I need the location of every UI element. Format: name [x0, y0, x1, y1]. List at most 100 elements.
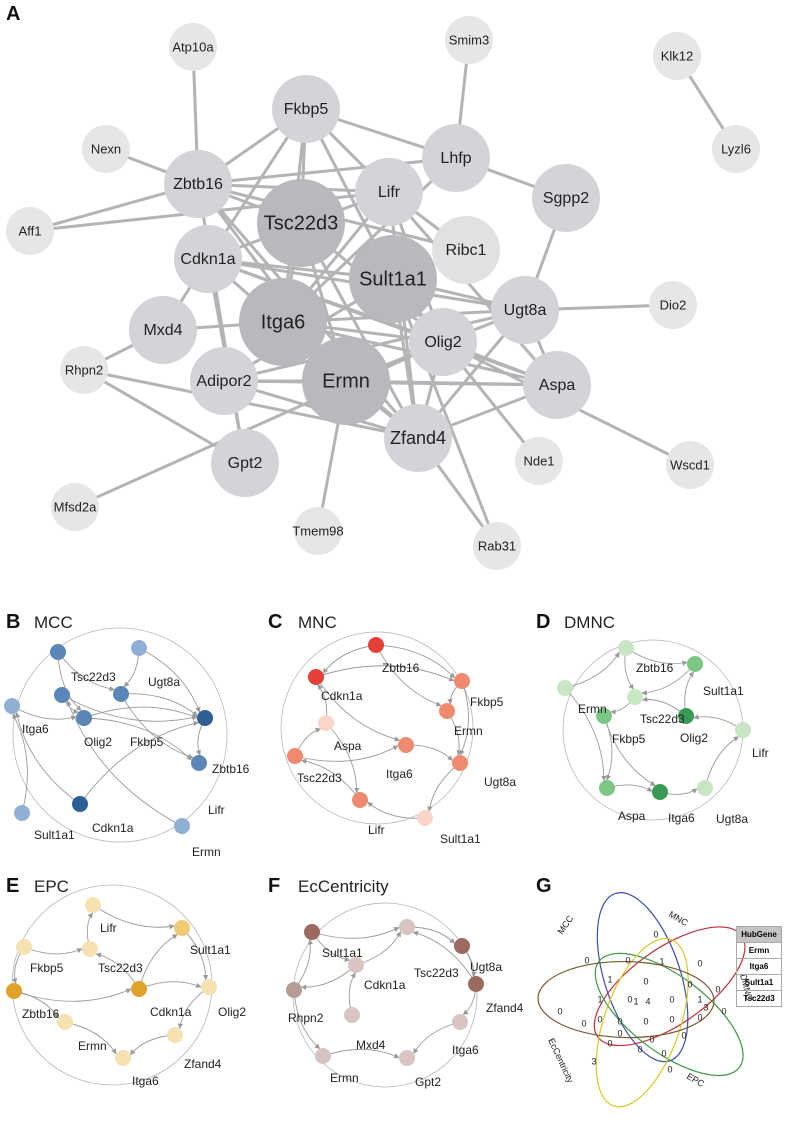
node-label-olig2: Olig2 — [218, 1005, 246, 1019]
node-sult1a1 — [349, 235, 437, 323]
edge-arrow — [79, 720, 199, 805]
node-adipor2 — [190, 347, 258, 415]
node-cdkn1a — [174, 225, 242, 293]
node-label-fkbp5: Fkbp5 — [612, 732, 646, 746]
hubgene-table-header: HubGene — [736, 926, 782, 943]
node-circle — [115, 1050, 131, 1066]
edge-arrow — [564, 651, 620, 689]
network-a-nodes: Atp10a Smim3 Klk12 Nexn Fkbp5 Lhfp Lyzl6 Zbtb16… — [6, 16, 760, 570]
node-circle — [439, 703, 455, 719]
node-label-zbtb16: Zbtb16 — [22, 1007, 60, 1021]
edge-arrow — [311, 927, 400, 939]
node-sgpp2 — [532, 164, 600, 232]
node-circle — [286, 982, 302, 998]
node-label-zbtb16: Zbtb16 — [212, 762, 250, 776]
edge-sult1a1-rab31 — [391, 278, 499, 547]
venn-region-value: 1 — [607, 974, 612, 984]
node-label-fkbp5: Fkbp5 — [284, 101, 329, 118]
node-zbtb16 — [164, 150, 232, 218]
node-circle — [596, 708, 612, 724]
node-circle — [308, 669, 324, 685]
venn-region-value: 0 — [584, 955, 589, 965]
node-label-itga6: Itga6 — [22, 722, 49, 736]
node-circle — [417, 810, 433, 826]
node-ugt8a — [491, 276, 559, 344]
outer-ring — [11, 884, 213, 1086]
node-label-zfand4: Zfand4 — [184, 1057, 222, 1071]
venn-region-value: 0 — [557, 1006, 562, 1016]
venn-region-value: 0 — [687, 979, 692, 989]
node-label-sult1a1: Sult1a1 — [440, 832, 481, 846]
node-label-klk12: Klk12 — [661, 48, 694, 63]
node-label-zbtb16: Zbtb16 — [173, 176, 223, 193]
venn-region-value: 0 — [597, 1014, 602, 1024]
network-mcc: Tsc22d3 Ugt8a Itga6 Fkbp5 Olig2 Zbtb16 Lifr Cdk… — [4, 627, 250, 859]
edge-arrow — [66, 700, 183, 827]
venn-region-value: 0 — [627, 994, 632, 1004]
venn-region-value: 0 — [637, 1044, 642, 1054]
node-label-rhpn2: Rhpn2 — [288, 1011, 324, 1025]
network-mnc: Zbtb16 Cdkn1a Fkbp5 Aspa Ermn Itga6 Tsc22d3 Ugt… — [280, 631, 516, 846]
network-dmnc: Zbtb16 Sult1a1 Ermn Tsc22d3 Olig2 Fkbp5 Lifr As… — [557, 639, 769, 826]
node-label-sult1a1: Sult1a1 — [703, 684, 744, 698]
venn-set-epc — [595, 937, 689, 1108]
node-circle — [76, 710, 92, 726]
node-mfsd2a — [51, 483, 99, 531]
edge-arrow — [322, 1048, 400, 1059]
node-circle — [50, 644, 66, 660]
node-circle — [72, 796, 88, 812]
panel-e-title: EPC — [34, 877, 69, 896]
panel-c-letter: C — [268, 611, 282, 633]
outer-ring — [12, 627, 228, 843]
node-label-aspa: Aspa — [334, 739, 362, 753]
hubgene-row: Tsc22d3 — [736, 990, 782, 1007]
panel-e-letter: E — [6, 875, 19, 897]
node-label-sult1a1: Sult1a1 — [190, 943, 231, 957]
node-label-ribc1: Ribc1 — [446, 242, 487, 259]
node-label-rhpn2: Rhpn2 — [65, 362, 103, 377]
node-label-ermn: Ermn — [322, 370, 370, 392]
node-circle — [399, 919, 415, 935]
node-label-sult1a1: Sult1a1 — [322, 946, 363, 960]
edge-arrow — [375, 644, 442, 707]
hubgene-row: Ermn — [736, 942, 782, 959]
venn-region-value: 0 — [649, 1034, 654, 1044]
node-circle — [599, 780, 615, 796]
panel-f-letter: F — [268, 875, 280, 897]
node-circle — [687, 656, 703, 672]
node-label-tmem98: Tmem98 — [292, 523, 343, 538]
node-label-tsc22d3: Tsc22d3 — [98, 961, 143, 975]
panel-b-title: MCC — [34, 613, 73, 632]
node-circle — [174, 920, 190, 936]
venn-region-value: 1 — [597, 994, 602, 1004]
node-label-lifr: Lifr — [208, 803, 225, 817]
venn-set-eccentricity — [537, 960, 715, 1039]
node-lifr — [355, 158, 423, 226]
node-label-fkbp5: Fkbp5 — [470, 695, 504, 709]
node-label-nde1: Nde1 — [523, 453, 554, 468]
edge-rhpn2-zfand4 — [83, 368, 419, 440]
panel-g-letter: G — [536, 875, 552, 897]
node-label-ermn: Ermn — [330, 1071, 359, 1085]
venn-region-value: 3 — [591, 1056, 596, 1066]
node-label-cdkn1a: Cdkn1a — [321, 689, 363, 703]
node-label-lyzl6: Lyzl6 — [721, 141, 751, 156]
edge-arrow — [138, 981, 202, 990]
node-circle — [344, 1007, 360, 1023]
edge-lifr-aspa — [387, 191, 559, 386]
node-label-ermn: Ermn — [192, 845, 221, 859]
node-label-aspa: Aspa — [618, 809, 646, 823]
venn-label-eccentricity: EcCentricity — [546, 1037, 576, 1085]
node-label-fkbp5: Fkbp5 — [30, 961, 64, 975]
node-wscd1 — [666, 441, 714, 489]
venn-region-value: 0 — [667, 1064, 672, 1074]
edge-arrow — [325, 722, 360, 794]
venn-region-value: 0 — [697, 958, 702, 968]
node-label-zfand4: Zfand4 — [390, 428, 446, 448]
node-label-itga6: Itga6 — [261, 311, 305, 333]
node-label-lhfp: Lhfp — [440, 150, 471, 167]
edge-arrow — [294, 745, 399, 762]
node-label-cdkn1a: Cdkn1a — [150, 1005, 192, 1019]
network-epc: Lifr Sult1a1 Fkbp5 Tsc22d3 Olig2 Zbtb16 Cdkn1a… — [6, 884, 246, 1088]
node-circle — [197, 710, 213, 726]
